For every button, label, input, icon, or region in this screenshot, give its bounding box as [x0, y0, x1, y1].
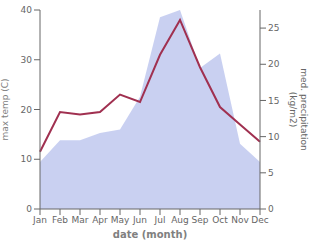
svg-text:30: 30 [21, 55, 33, 65]
svg-text:max temp (C): max temp (C) [8, 78, 10, 140]
svg-text:10: 10 [21, 154, 33, 164]
svg-text:0: 0 [26, 204, 32, 214]
svg-text:40: 40 [21, 5, 33, 15]
svg-text:10: 10 [268, 132, 280, 142]
svg-text:med. precipitation(kg/m2): med. precipitation(kg/m2) [288, 68, 309, 150]
svg-text:Aug: Aug [171, 215, 189, 225]
svg-text:Jul: Jul [154, 215, 166, 225]
svg-text:Oct: Oct [212, 215, 228, 225]
svg-text:Apr: Apr [92, 215, 108, 225]
svg-text:5: 5 [268, 168, 274, 178]
svg-text:20: 20 [268, 59, 280, 69]
svg-text:May: May [111, 215, 130, 225]
svg-text:Jan: Jan [32, 215, 47, 225]
svg-text:Sep: Sep [192, 215, 209, 225]
svg-text:15: 15 [268, 96, 279, 106]
svg-text:Dec: Dec [251, 215, 268, 225]
svg-text:Feb: Feb [52, 215, 68, 225]
svg-text:Nov: Nov [231, 215, 249, 225]
svg-text:date (month): date (month) [113, 229, 187, 240]
svg-text:25: 25 [268, 23, 279, 33]
svg-text:0: 0 [268, 204, 274, 214]
svg-text:Jun: Jun [132, 215, 147, 225]
svg-text:Mar: Mar [72, 215, 89, 225]
svg-text:20: 20 [21, 105, 33, 115]
